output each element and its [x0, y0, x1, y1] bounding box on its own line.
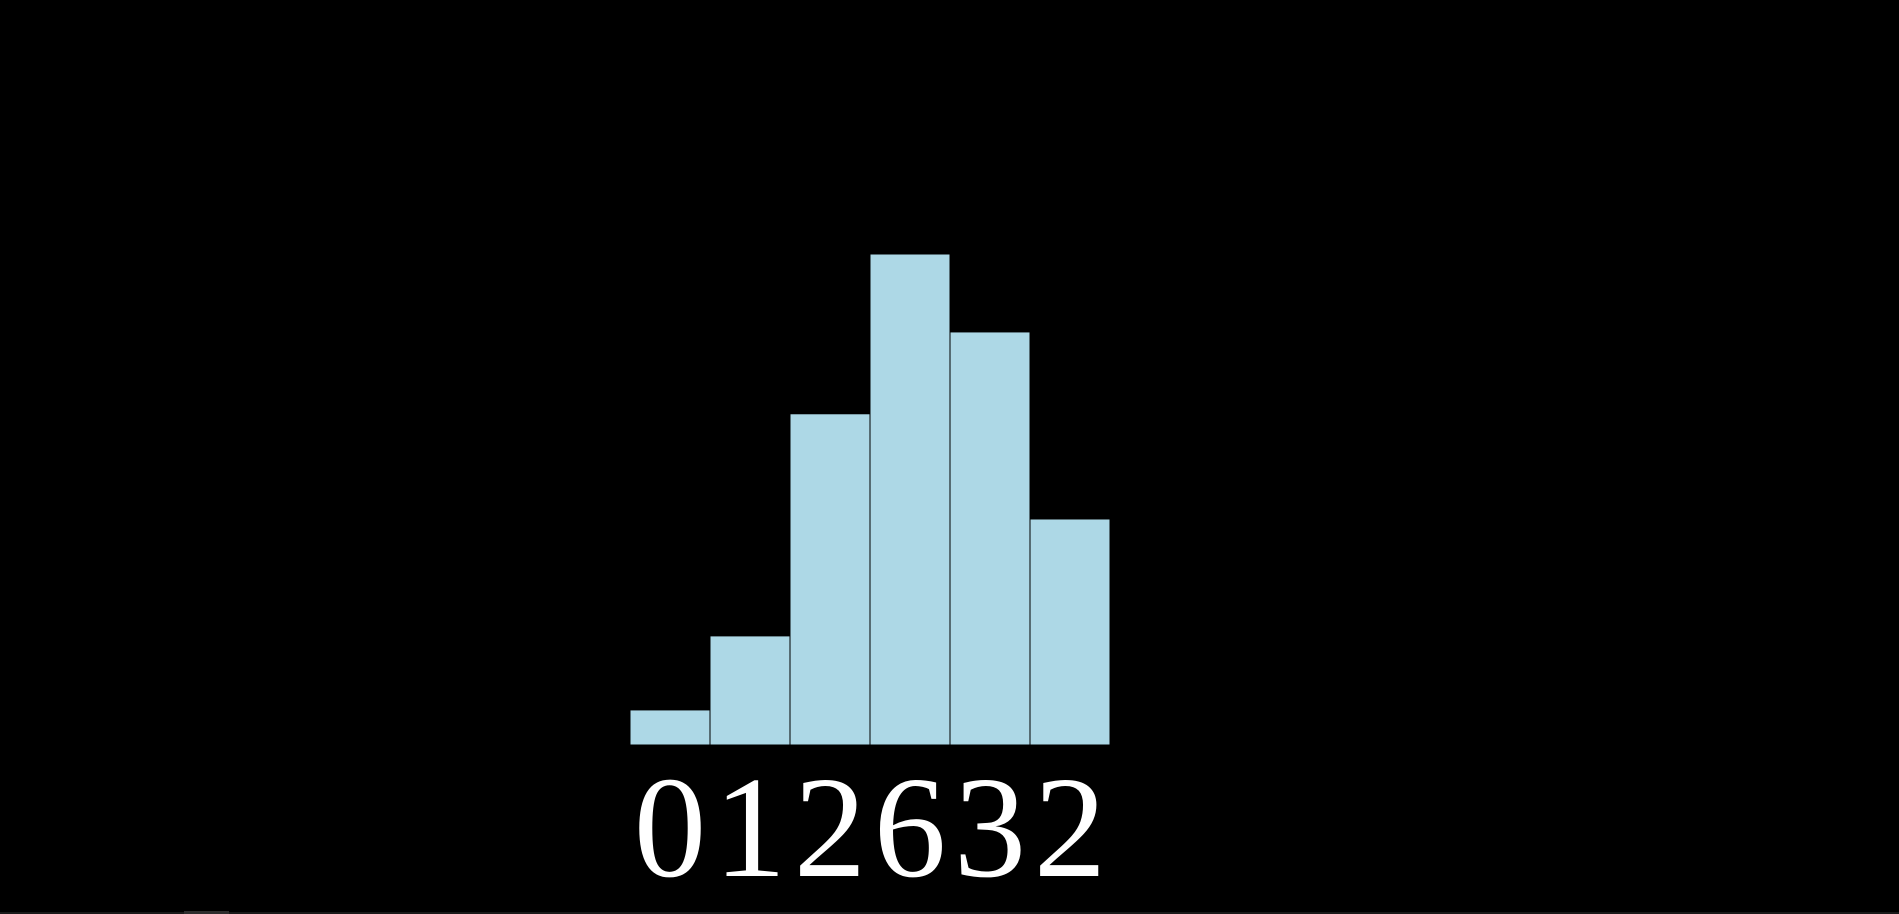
bar-1	[709, 635, 791, 746]
x-tick-label-4: 3	[954, 748, 1027, 908]
bar-4	[949, 331, 1031, 746]
x-tick-label-2: 2	[794, 748, 867, 908]
bar-group	[629, 253, 1111, 746]
bar-0	[629, 709, 711, 746]
bar-3	[869, 253, 951, 746]
bar-2	[789, 413, 871, 746]
bottom-edge-strip	[0, 912, 1899, 914]
x-tick-label-0: 0	[634, 748, 707, 908]
x-tick-label-3: 6	[874, 748, 947, 908]
bottom-edge-mark	[184, 911, 229, 914]
bar-5	[1029, 518, 1111, 746]
x-tick-label-5: 2	[1034, 748, 1107, 908]
x-tick-label-1: 1	[714, 748, 787, 908]
